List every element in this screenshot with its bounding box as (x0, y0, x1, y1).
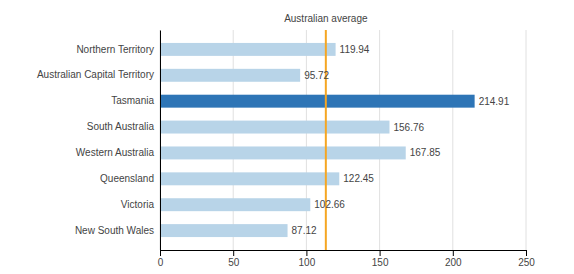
x-tick: 50 (228, 250, 240, 268)
data-label: 102.66 (314, 199, 345, 210)
bar (160, 198, 310, 211)
bar (160, 69, 300, 82)
grid (160, 30, 526, 250)
chart: 0 50 100 150 200 250 Northern Territory Austral… (0, 0, 574, 274)
y-axis: Northern Territory Australian Capital Ter… (37, 31, 161, 251)
grid-line (526, 30, 527, 250)
data-label: 156.76 (393, 122, 424, 133)
plot: 0 50 100 150 200 250 Northern Territory Austral… (37, 13, 535, 268)
y-axis-line (160, 31, 161, 251)
bar (160, 224, 288, 237)
y-tick-label: Australian Capital Territory (37, 69, 154, 80)
x-tick: 100 (299, 250, 316, 268)
data-labels: 87.12 102.66 122.45 167.85 156.76 214.91 95.72… (292, 44, 510, 236)
y-tick-label: Queensland (100, 173, 154, 184)
bar (160, 146, 406, 159)
x-tick-mark (160, 250, 161, 256)
x-tick-label: 0 (158, 257, 164, 268)
y-tick: Victoria (121, 199, 155, 210)
y-tick: Tasmania (111, 95, 154, 106)
grid-line (379, 30, 380, 250)
y-tick: Northern Territory (76, 44, 154, 55)
grid-line (160, 30, 161, 250)
x-tick: 250 (518, 250, 535, 268)
x-tick-mark (306, 250, 307, 256)
data-label: 122.45 (343, 173, 374, 184)
marks (160, 30, 475, 250)
x-tick-label: 100 (299, 257, 316, 268)
x-tick-mark (526, 250, 527, 256)
y-tick: Australian Capital Territory (37, 69, 154, 80)
bar (160, 172, 339, 185)
grid-line (452, 30, 453, 250)
x-tick-mark (453, 250, 454, 256)
average-label: Australian average (284, 13, 368, 24)
data-label: 214.91 (479, 96, 510, 107)
y-tick-label: South Australia (87, 121, 155, 132)
x-tick-label: 150 (372, 257, 389, 268)
average-line (325, 30, 327, 250)
data-label: 95.72 (304, 70, 329, 81)
x-axis: 0 50 100 150 200 250 (158, 250, 536, 268)
y-tick-label: Western Australia (76, 147, 155, 158)
data-label: 167.85 (410, 147, 441, 158)
y-tick: Queensland (100, 173, 154, 184)
bar (160, 43, 336, 56)
x-tick-mark (380, 250, 381, 256)
x-tick: 200 (445, 250, 462, 268)
grid-line (306, 30, 307, 250)
y-tick-label: Northern Territory (76, 44, 154, 55)
y-tick-label: Tasmania (111, 95, 154, 106)
data-label: 119.94 (340, 44, 370, 55)
bar (160, 95, 475, 108)
x-tick: 0 (158, 250, 164, 268)
y-tick: New South Wales (75, 225, 154, 236)
y-tick-label: Victoria (121, 199, 155, 210)
x-tick-label: 200 (445, 257, 462, 268)
y-tick: South Australia (87, 121, 155, 132)
x-tick-mark (233, 250, 234, 256)
y-tick: Western Australia (76, 147, 155, 158)
x-tick-label: 50 (228, 257, 240, 268)
x-tick: 150 (372, 250, 389, 268)
bar (160, 121, 389, 134)
x-tick-label: 250 (518, 257, 535, 268)
data-label: 87.12 (292, 225, 317, 236)
x-axis-line (161, 251, 527, 257)
y-tick-label: New South Wales (75, 225, 154, 236)
grid-line (233, 30, 234, 250)
